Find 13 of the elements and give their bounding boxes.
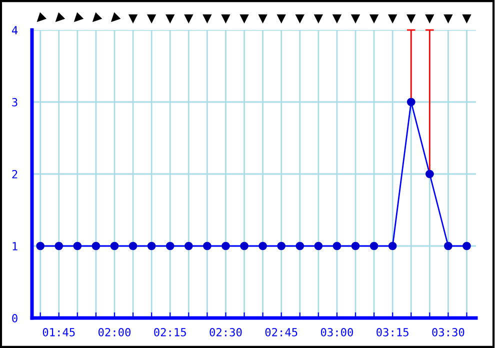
y-tick-label: 4: [12, 26, 18, 34]
x-tick-label: 02:30: [210, 328, 242, 336]
x-tick-label: 03:30: [432, 328, 464, 336]
y-tick-label: 0: [12, 314, 18, 322]
y-tick-label: 1: [12, 242, 18, 250]
y-tick-label: 2: [12, 170, 18, 178]
x-tick-label: 03:00: [320, 328, 353, 336]
x-tick-label: 02:15: [154, 328, 186, 336]
x-tick-label: 02:45: [265, 328, 298, 336]
y-tick-label: 3: [12, 98, 18, 106]
x-tick-label: 02:00: [98, 328, 130, 336]
x-tick-label: 03:15: [376, 328, 408, 336]
x-tick-label: 01:45: [42, 328, 75, 336]
